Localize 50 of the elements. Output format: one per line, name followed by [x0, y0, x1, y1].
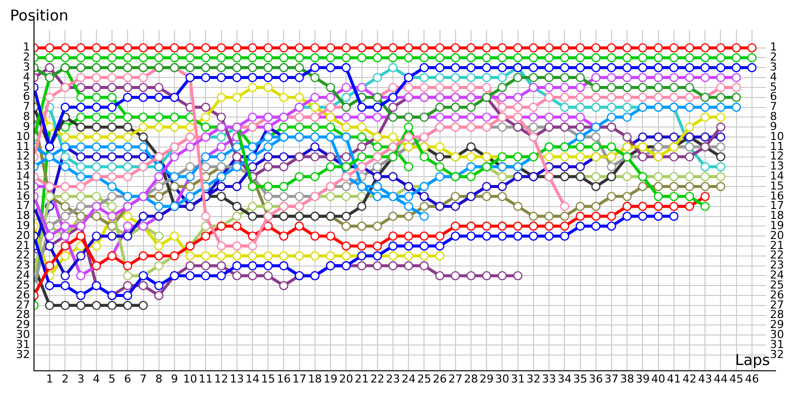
- x-tick-label: 19: [324, 372, 338, 386]
- x-tick-label: 17: [292, 372, 306, 386]
- x-tick-label: 43: [698, 372, 712, 386]
- x-tick-label: 42: [682, 372, 697, 386]
- x-tick-label: 25: [417, 372, 432, 386]
- x-tick-label: 30: [495, 372, 510, 386]
- x-tick-label: 7: [140, 372, 147, 386]
- x-tick-label: 10: [183, 372, 198, 386]
- x-tick-label: 40: [651, 372, 666, 386]
- x-tick-label: 37: [604, 372, 618, 386]
- x-tick-label: 14: [246, 372, 260, 386]
- x-tick-label: 36: [588, 372, 603, 386]
- y2-tick-label: 20: [770, 228, 784, 242]
- y-tick-label: 20: [16, 228, 30, 242]
- x-tick-label: 13: [230, 372, 244, 386]
- x-tick-label: 32: [526, 372, 540, 386]
- x-tick-label: 39: [636, 372, 650, 386]
- x-tick-label: 34: [558, 372, 572, 386]
- x-tick-label: 23: [386, 372, 400, 386]
- x-tick-label: 31: [510, 372, 525, 386]
- x-tick-label: 20: [339, 372, 354, 386]
- x-tick-label: 38: [620, 372, 634, 386]
- x-tick-label: 44: [714, 372, 728, 386]
- x-tick-label: 18: [308, 372, 322, 386]
- x-tick-label: 29: [480, 372, 494, 386]
- x-tick-label: 15: [261, 372, 276, 386]
- x-tick-label: 21: [354, 372, 369, 386]
- x-tick-label: 6: [124, 372, 132, 386]
- x-tick-label: 2: [62, 372, 69, 386]
- x-tick-label: 27: [448, 372, 462, 386]
- x-tick-label: 16: [276, 372, 291, 386]
- x-tick-label: 41: [666, 372, 681, 386]
- x-tick-label: 28: [464, 372, 478, 386]
- y-axis-title: Position: [10, 6, 68, 24]
- x-tick-label: 9: [170, 372, 178, 386]
- x-axis-title: Laps: [735, 351, 770, 370]
- x-tick-label: 46: [744, 372, 759, 386]
- x-tick-label: 33: [542, 372, 556, 386]
- x-tick-label: 1: [46, 372, 54, 386]
- x-tick-label: 5: [108, 372, 116, 386]
- x-tick-label: 24: [402, 372, 416, 386]
- x-tick-label: 8: [155, 372, 162, 386]
- x-tick-label: 45: [729, 372, 744, 386]
- x-tick-label: 4: [92, 372, 100, 386]
- x-tick-label: 35: [573, 372, 588, 386]
- x-tick-label: 12: [214, 372, 228, 386]
- x-tick-label: 11: [198, 372, 213, 386]
- x-tick-label: 26: [432, 372, 447, 386]
- x-tick-label: 22: [370, 372, 384, 386]
- x-tick-label: 3: [77, 372, 84, 386]
